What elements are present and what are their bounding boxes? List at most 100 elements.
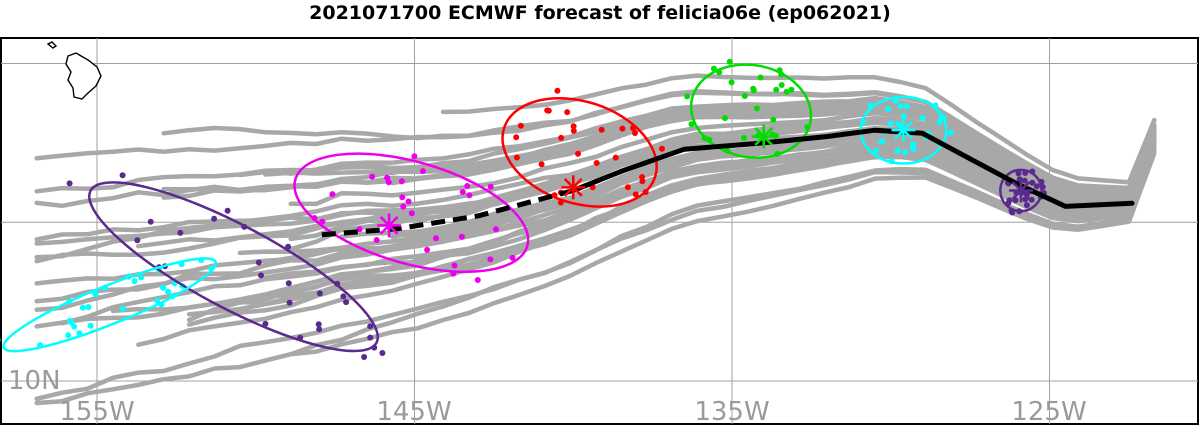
member-position-dot [411, 153, 418, 160]
member-position-dot [419, 168, 426, 175]
member-position-dot [894, 147, 901, 154]
member-position-dot [147, 218, 154, 225]
member-position-dot [783, 88, 790, 95]
member-position-dot [459, 189, 466, 195]
member-position-dot [154, 297, 161, 304]
member-position-dot [919, 115, 926, 121]
mean-position-star-red [561, 175, 586, 200]
member-position-dot [66, 180, 73, 187]
star-stroke [754, 127, 774, 146]
ensemble-track [440, 73, 1157, 185]
member-position-dot [329, 191, 336, 198]
ensemble-track [34, 139, 1157, 312]
member-position-dot [258, 272, 264, 279]
mean-track [319, 127, 1135, 238]
member-position-dot [619, 125, 626, 132]
member-position-dot [632, 130, 638, 136]
mean-position-star-green [751, 124, 776, 149]
member-position-dot [538, 161, 545, 168]
mean-track-solid [570, 127, 1135, 209]
member-position-dot [262, 320, 269, 327]
member-position-dot [367, 323, 374, 330]
member-position-dot [770, 116, 777, 123]
probability-ellipse-green [689, 63, 813, 159]
member-position-dot [343, 299, 350, 306]
axis-labels: 155W 145W 135W 125W 10N [8, 366, 1087, 426]
member-position-dot [513, 154, 520, 161]
member-position-dot [286, 299, 293, 306]
member-position-dot [340, 293, 347, 300]
member-position-dot [624, 184, 631, 191]
member-position-dot [119, 172, 126, 179]
member-position-dot [593, 160, 600, 166]
member-position-dot [722, 115, 728, 122]
ensemble-track [136, 141, 1157, 347]
member-position-dot [885, 106, 892, 113]
member-position-dot [224, 207, 231, 214]
member-position-dot [398, 178, 405, 185]
member-position-dot [544, 107, 551, 114]
member-position-dot [316, 290, 323, 297]
mean-position-star-purple [1008, 178, 1033, 203]
member-position-dot [1029, 179, 1036, 186]
member-position-dot [893, 98, 899, 105]
member-position-dot [900, 113, 907, 120]
member-position-dot [474, 277, 481, 283]
member-position-dot [405, 198, 412, 205]
ensemble-track [263, 145, 1157, 299]
member-position-dot [367, 334, 374, 341]
probability-ellipse-purple [999, 168, 1043, 213]
member-position-dot [726, 58, 733, 65]
star-stroke [379, 216, 399, 235]
member-position-dot [92, 291, 99, 298]
member-position-dot [361, 354, 368, 360]
member-position-dot [788, 86, 795, 93]
member-position-dot [778, 82, 785, 88]
member-position-dot [464, 183, 471, 189]
member-position-dot [639, 178, 646, 185]
member-position-dot [315, 321, 322, 328]
member-position-dot [400, 203, 407, 210]
member-position-dot [424, 246, 431, 253]
star-stroke [1011, 181, 1031, 200]
member-position-dot [659, 145, 665, 152]
member-position-dot [138, 274, 145, 281]
hawaii-coastline [46, 41, 102, 100]
member-position-dot [936, 119, 943, 126]
member-position-dot [211, 215, 218, 222]
member-position-dot [750, 87, 757, 94]
member-position-dot [612, 154, 619, 161]
member-position-dot [131, 278, 138, 285]
star-stroke [894, 120, 913, 140]
member-position-dot [385, 179, 392, 186]
mean-track-dashed [319, 188, 574, 238]
member-position-dot [878, 138, 885, 145]
x-label-125w: 125W [1011, 397, 1086, 426]
member-position-dot [757, 74, 764, 81]
member-position-dot [554, 87, 561, 94]
probability-ellipse-red [501, 96, 658, 208]
member-position-dot [451, 262, 458, 269]
ensemble-track [34, 119, 1157, 264]
member-position-dot [255, 259, 262, 266]
member-position-dot [134, 237, 141, 244]
member-position-dot [160, 284, 167, 291]
member-position-dot [319, 218, 326, 225]
x-label-145w: 145W [376, 397, 451, 426]
member-position-dot [947, 129, 954, 136]
member-position-dot [903, 103, 910, 110]
star-stroke [563, 177, 583, 197]
member-position-dot [1028, 196, 1035, 203]
mean-position-star-cyan [891, 118, 916, 143]
member-position-dot [373, 237, 380, 243]
member-position-dot [570, 127, 577, 134]
member-position-dot [517, 122, 524, 129]
probability-ellipse-magenta [293, 152, 530, 274]
probability-ellipse-cyan [2, 257, 218, 353]
member-position-dot [356, 226, 363, 233]
member-position-dot [65, 332, 72, 339]
member-position-dot [632, 191, 639, 198]
member-position-dot [493, 226, 499, 233]
member-position-dot [741, 93, 748, 99]
